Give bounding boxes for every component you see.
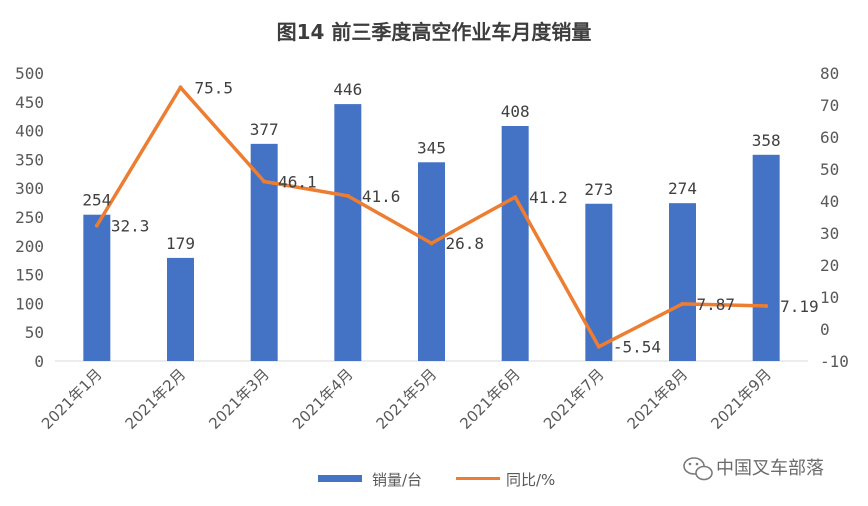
- bar: [585, 203, 613, 361]
- line-point: [513, 195, 518, 200]
- y-right-tick-label: -10: [820, 352, 849, 371]
- y-left-tick-label: 450: [15, 93, 44, 112]
- line-data-label: 32.3: [111, 217, 150, 236]
- line-data-label: 75.5: [195, 78, 234, 97]
- legend-swatch-bar: [318, 475, 362, 482]
- bar: [669, 203, 696, 361]
- bar-data-label: 358: [752, 131, 781, 150]
- y-left-tick-label: 350: [15, 150, 44, 169]
- line-point: [262, 179, 267, 184]
- x-tick-label: 2021年2月: [122, 365, 190, 433]
- bar: [334, 104, 362, 361]
- line-point: [178, 85, 183, 90]
- y-right-tick-label: 70: [820, 96, 839, 115]
- bar-series: [83, 104, 780, 361]
- line-point: [345, 193, 350, 198]
- y-left-tick-label: 500: [15, 64, 44, 83]
- line-data-label: 7.87: [697, 295, 736, 314]
- y-right-tick-label: 40: [820, 192, 839, 211]
- bar: [250, 143, 278, 361]
- y-right-tick-label: 0: [820, 320, 830, 339]
- watermark: 中国叉车部落: [683, 457, 824, 481]
- line-data-label: 41.2: [529, 188, 568, 207]
- bar-data-label: 254: [82, 191, 111, 210]
- line-point: [429, 241, 434, 246]
- x-tick-label: 2021年6月: [456, 365, 524, 433]
- y-left-tick-label: 50: [25, 323, 44, 342]
- line-data-label: 7.19: [780, 297, 819, 316]
- y-right-tick-label: 80: [820, 64, 839, 83]
- y-right-tick-label: 50: [820, 160, 839, 179]
- legend: 销量/台 同比/%: [318, 471, 555, 489]
- line-point: [680, 301, 685, 306]
- line-series: [94, 85, 769, 349]
- data-labels: 254 179 377 446 345 408 273 274 358 32.3 75.5 46.1 4…: [82, 78, 818, 356]
- x-tick-label: 2021年5月: [373, 365, 441, 433]
- bar: [752, 154, 780, 361]
- bar-data-label: 273: [584, 180, 613, 199]
- bar-data-label: 179: [166, 234, 195, 253]
- x-tick-label: 2021年8月: [624, 365, 692, 433]
- bar-data-label: 408: [501, 102, 530, 121]
- y-right-tick-label: 20: [820, 256, 839, 275]
- bar-data-label: 274: [668, 179, 697, 198]
- x-tick-label: 2021年9月: [707, 365, 775, 433]
- legend-label-line: 同比/%: [506, 471, 555, 489]
- bar: [501, 125, 529, 361]
- y-left-tick-label: 200: [15, 237, 44, 256]
- watermark-text: 中国叉车部落: [716, 458, 824, 479]
- line-data-label: 46.1: [278, 172, 317, 191]
- line-point: [596, 344, 601, 349]
- chart-title: 图14 前三季度高空作业车月度销量: [277, 20, 592, 44]
- line-data-label: 41.6: [362, 187, 401, 206]
- legend-label-bar: 销量/台: [372, 471, 422, 489]
- x-tick-label: 2021年3月: [205, 365, 273, 433]
- bar-data-label: 446: [333, 80, 362, 99]
- bar-data-label: 377: [250, 120, 279, 139]
- x-tick-label: 2021年7月: [540, 365, 608, 433]
- y-left-tick-label: 100: [15, 294, 44, 313]
- y-left-tick-label: 0: [34, 352, 44, 371]
- y-left-tick-label: 400: [15, 122, 44, 141]
- line-point: [764, 303, 769, 308]
- y-left-tick-label: 150: [15, 266, 44, 285]
- line-data-label: -5.54: [613, 338, 661, 357]
- y-right-tick-label: 60: [820, 128, 839, 147]
- bar-data-label: 345: [417, 138, 446, 157]
- line-point: [94, 223, 99, 228]
- y-right-tick-label: 30: [820, 224, 839, 243]
- y-right-tick-label: 10: [820, 288, 839, 307]
- wechat-icon: [683, 457, 713, 481]
- y-left-tick-label: 300: [15, 179, 44, 198]
- line-data-label: 26.8: [446, 234, 485, 253]
- bar: [167, 257, 194, 361]
- bar: [83, 214, 111, 361]
- y-left-tick-label: 250: [15, 208, 44, 227]
- x-tick-label: 2021年1月: [38, 365, 106, 433]
- x-tick-label: 2021年4月: [289, 365, 357, 433]
- bar: [418, 162, 445, 361]
